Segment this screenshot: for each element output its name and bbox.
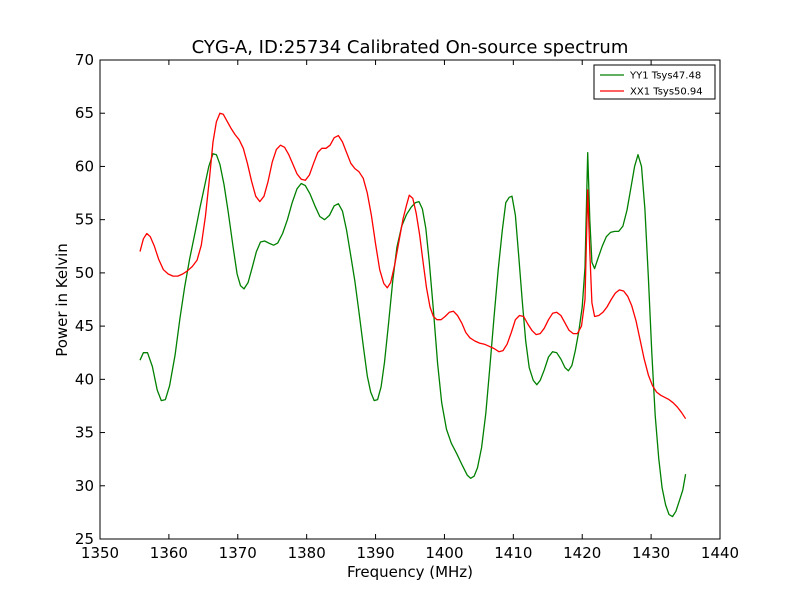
x-tick-label: 1350 <box>81 544 119 562</box>
y-tick-label: 25 <box>75 530 94 548</box>
series-line-1 <box>139 112 687 420</box>
y-tick-label: 40 <box>75 370 94 388</box>
x-tick-label: 1400 <box>425 544 463 562</box>
x-tick-label: 1420 <box>563 544 601 562</box>
legend-label-1: XX1 Tsys50.94 <box>630 87 703 98</box>
y-tick-label: 50 <box>75 264 94 282</box>
y-tick-label: 30 <box>75 477 94 495</box>
chart-title: CYG-A, ID:25734 Calibrated On-source spe… <box>192 37 629 58</box>
x-axis-label: Frequency (MHz) <box>347 563 473 581</box>
x-tick-label: 1360 <box>150 544 188 562</box>
plot-area <box>100 60 720 539</box>
series-layer <box>139 112 687 518</box>
x-axis: 1350 1360 1370 1380 1390 1400 1410 1420 1430 1440 <box>81 60 739 562</box>
y-axis: 25 30 35 40 45 50 55 60 65 70 <box>75 51 720 548</box>
y-tick-label: 60 <box>75 157 94 175</box>
legend: YY1 Tsys47.48 XX1 Tsys50.94 <box>593 64 716 100</box>
series-line-0 <box>139 151 687 518</box>
legend-box <box>593 64 716 100</box>
y-axis-label: Power in Kelvin <box>53 243 71 357</box>
y-tick-label: 65 <box>75 104 94 122</box>
legend-label-0: YY1 Tsys47.48 <box>629 71 701 82</box>
x-tick-label: 1440 <box>701 544 739 562</box>
x-tick-label: 1390 <box>356 544 394 562</box>
y-tick-label: 55 <box>75 211 94 229</box>
y-tick-label: 70 <box>75 51 94 69</box>
x-tick-label: 1370 <box>219 544 257 562</box>
y-tick-label: 45 <box>75 317 94 335</box>
y-tick-label: 35 <box>75 424 94 442</box>
x-tick-label: 1430 <box>632 544 670 562</box>
x-tick-label: 1410 <box>494 544 532 562</box>
x-tick-label: 1380 <box>288 544 326 562</box>
plot-frame <box>99 59 721 540</box>
